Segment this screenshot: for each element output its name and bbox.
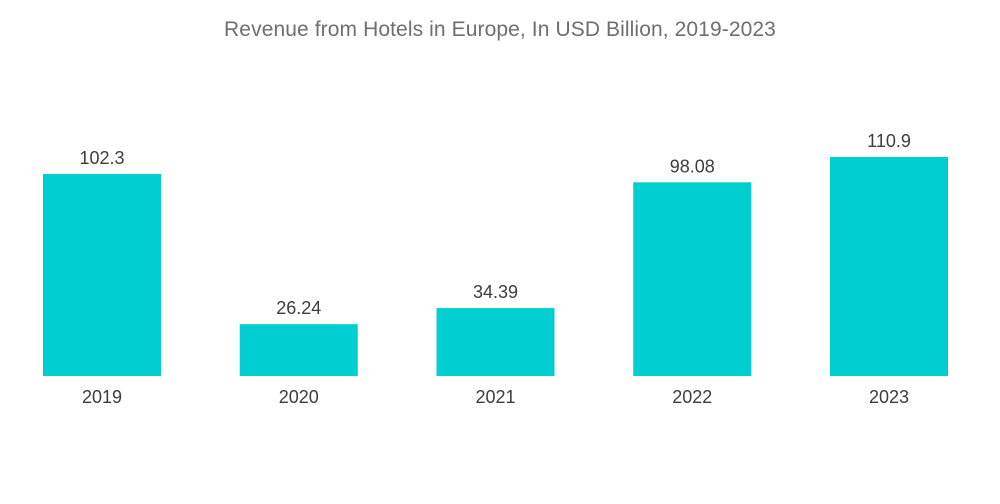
data-label-2023: 110.9 — [867, 131, 911, 151]
x-tick-label-2020: 2020 — [279, 387, 319, 407]
data-label-2020: 26.24 — [276, 298, 321, 318]
x-tick-label-2022: 2022 — [672, 387, 712, 407]
bar-2019 — [43, 173, 161, 376]
bar-2021 — [436, 308, 555, 376]
x-axis-ticks-layer: 2019 2020 2021 2022 2023 — [82, 387, 909, 407]
data-label-2021: 34.39 — [473, 282, 518, 302]
data-labels-layer: 102.3 26.24 34.39 98.08 110.9 — [79, 131, 910, 318]
x-tick-label-2021: 2021 — [475, 387, 515, 407]
data-label-2019: 102.3 — [79, 148, 124, 168]
bars-layer — [43, 157, 948, 376]
chart-title: Revenue from Hotels in Europe, In USD Bi… — [224, 18, 776, 41]
x-tick-label-2019: 2019 — [82, 387, 122, 407]
bar-2020 — [239, 324, 358, 376]
data-label-2022: 98.08 — [670, 156, 715, 176]
bar-2022 — [633, 182, 752, 376]
x-tick-label-2023: 2023 — [869, 387, 909, 407]
bar-2023 — [830, 157, 948, 376]
